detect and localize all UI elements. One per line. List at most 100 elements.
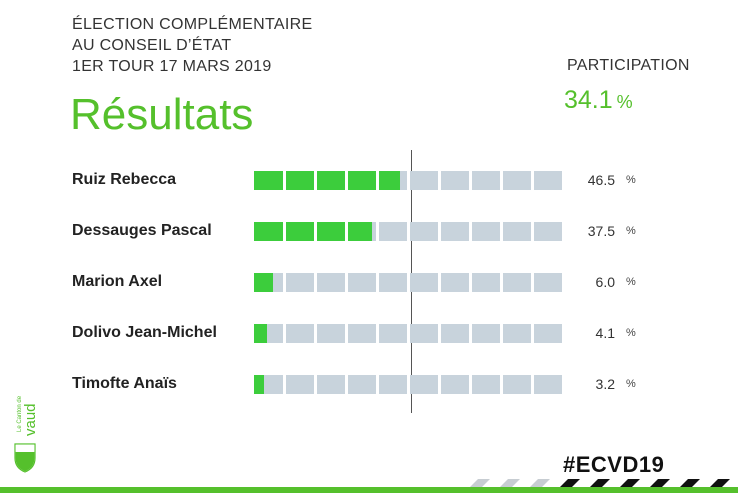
bar-separator [283, 171, 286, 190]
result-row: Dolivo Jean-Michel 4.1% [0, 322, 738, 346]
bar-segment [348, 375, 376, 394]
bar-separator [469, 273, 472, 292]
participation-value: 34.1% [564, 86, 633, 115]
bar-separator [531, 375, 534, 394]
candidate-name: Dessauges Pascal [72, 222, 212, 239]
election-title-line1: ÉLECTION COMPLÉMENTAIRE [72, 16, 313, 33]
bar-segment [534, 171, 562, 190]
bar-segment [534, 273, 562, 292]
bar-separator [314, 375, 317, 394]
bar-separator [283, 375, 286, 394]
bar-separator [438, 171, 441, 190]
bar-separator [438, 375, 441, 394]
bar-segment [379, 273, 407, 292]
bar-separator [314, 273, 317, 292]
bar-segment [286, 375, 314, 394]
result-bar [254, 222, 568, 241]
result-row: Marion Axel 6.0% [0, 271, 738, 295]
election-title-line2: AU CONSEIL D’ÉTAT [72, 37, 232, 54]
result-row: Dessauges Pascal 37.5% [0, 220, 738, 244]
bar-separator [314, 222, 317, 241]
result-bar [254, 324, 568, 343]
result-percent: 37.5 [587, 223, 615, 239]
page-title: Résultats [70, 90, 254, 139]
bar-segment [503, 171, 531, 190]
bar-separator [376, 324, 379, 343]
election-date: 1ER TOUR 17 MARS 2019 [72, 58, 272, 75]
result-row: Ruiz Rebecca 46.5% [0, 169, 738, 193]
bar-separator [345, 222, 348, 241]
bar-segment [503, 324, 531, 343]
bar-separator [407, 324, 410, 343]
result-bar-fill [254, 375, 265, 394]
bar-separator [469, 375, 472, 394]
result-percent: 46.5 [587, 172, 615, 188]
bar-segment [410, 324, 438, 343]
bar-separator [469, 171, 472, 190]
bar-separator [438, 273, 441, 292]
result-bar-fill [254, 324, 267, 343]
bar-segment [317, 375, 345, 394]
bar-separator [531, 222, 534, 241]
bar-segment [472, 324, 500, 343]
bar-segment [410, 222, 438, 241]
bar-separator [500, 171, 503, 190]
bar-separator [283, 324, 286, 343]
bar-separator [283, 222, 286, 241]
result-percent-unit: % [626, 378, 636, 390]
bar-segment [410, 273, 438, 292]
result-percent: 6.0 [595, 274, 615, 290]
chevron-stripe-icon [470, 479, 730, 487]
result-percent: 4.1 [595, 325, 615, 341]
bar-separator [500, 324, 503, 343]
bar-separator [407, 171, 410, 190]
candidate-name: Dolivo Jean-Michel [72, 324, 217, 341]
bar-separator [531, 171, 534, 190]
bar-separator [345, 171, 348, 190]
bar-segment [441, 171, 469, 190]
bar-separator [376, 222, 379, 241]
bar-separator [283, 273, 286, 292]
candidate-name: Timofte Anaïs [72, 375, 177, 392]
bar-separator [500, 375, 503, 394]
candidate-name: Marion Axel [72, 273, 163, 290]
bar-segment [441, 324, 469, 343]
result-percent-unit: % [626, 276, 636, 288]
logo-vaud-text: vaud [22, 403, 38, 436]
bar-segment [534, 222, 562, 241]
bar-segment [286, 273, 314, 292]
result-bar-fill [254, 171, 400, 190]
bar-separator [376, 273, 379, 292]
bar-segment [472, 375, 500, 394]
bar-separator [345, 375, 348, 394]
bar-segment [317, 273, 345, 292]
bar-separator [438, 222, 441, 241]
bar-segment [348, 273, 376, 292]
result-percent-unit: % [626, 327, 636, 339]
bar-segment [286, 324, 314, 343]
bar-separator [407, 222, 410, 241]
result-bar-fill [254, 222, 372, 241]
bar-separator [469, 324, 472, 343]
bar-separator [469, 222, 472, 241]
participation-unit: % [616, 92, 633, 112]
bar-segment [441, 375, 469, 394]
bar-segment [472, 273, 500, 292]
bar-segment [317, 324, 345, 343]
result-bar [254, 171, 568, 190]
bar-separator [376, 375, 379, 394]
bar-segment [379, 324, 407, 343]
bar-segment [410, 375, 438, 394]
bar-segment [441, 273, 469, 292]
result-bar [254, 375, 568, 394]
bar-separator [376, 171, 379, 190]
result-percent: 3.2 [595, 376, 615, 392]
bar-separator [500, 273, 503, 292]
bar-segment [503, 375, 531, 394]
bar-separator [531, 324, 534, 343]
result-bar [254, 273, 568, 292]
bar-separator [407, 273, 410, 292]
bar-separator [500, 222, 503, 241]
bar-segment [441, 222, 469, 241]
participation-label: PARTICIPATION [567, 57, 690, 74]
